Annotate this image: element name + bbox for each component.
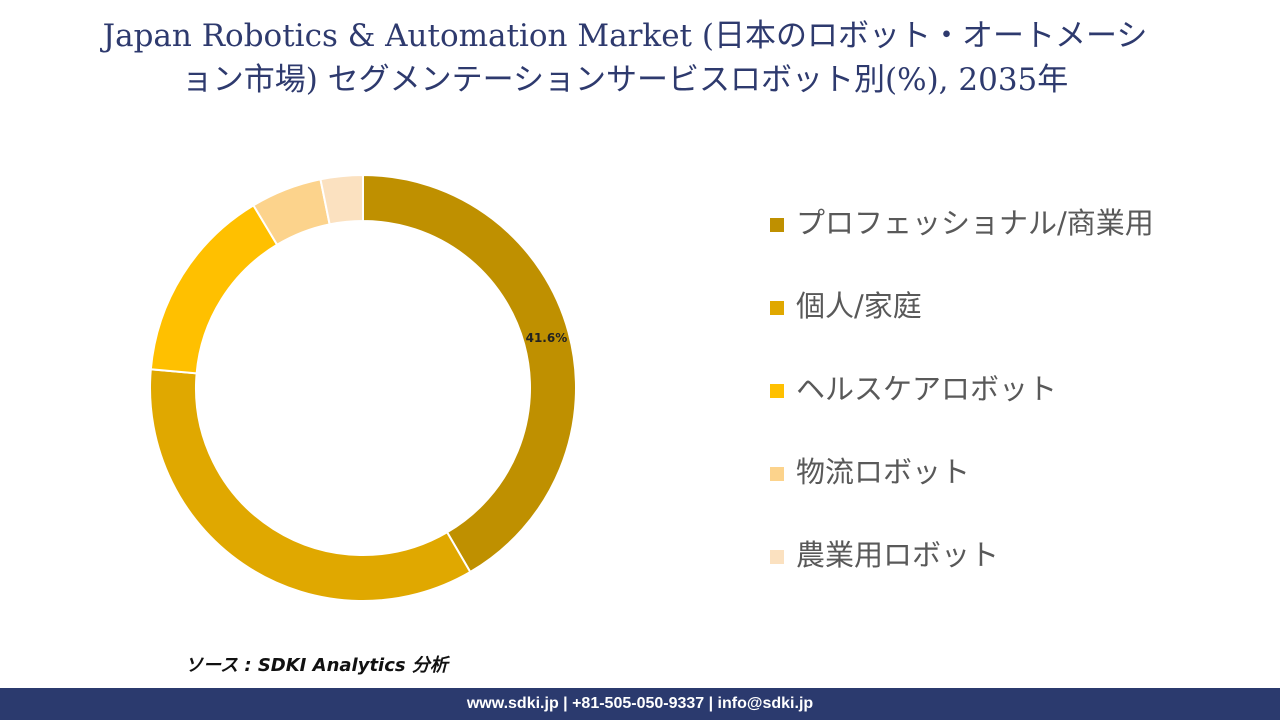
donut-segment (319, 173, 364, 226)
legend-label: ヘルスケアロボット (796, 372, 1057, 406)
donut-segment (149, 368, 472, 602)
chart-title: Japan Robotics & Automation Market (日本のロ… (102, 18, 1148, 98)
legend-label: 農業用ロボット (796, 538, 999, 572)
legend-swatch (770, 301, 784, 315)
legend-swatch (770, 218, 784, 232)
source-note: ソース : SDKI Analytics 分析 (185, 655, 448, 676)
donut-segment (149, 203, 279, 375)
legend-label: 個人/家庭 (796, 289, 922, 323)
donut-segment (362, 173, 577, 574)
footer: www.sdki.jp | +81-505-050-9337 | info@sd… (0, 688, 1280, 720)
legend-label: プロフェッショナル/商業用 (796, 206, 1154, 240)
data-label: 41.6% (526, 331, 568, 345)
legend-swatch (770, 467, 784, 481)
legend-label: 物流ロボット (796, 455, 970, 489)
chart: 41.6% プロフェッショナル/商業用個人/家庭ヘルスケアロボット物流ロボット農業… (149, 173, 1154, 602)
legend-swatch (770, 550, 784, 564)
legend-swatch (770, 384, 784, 398)
